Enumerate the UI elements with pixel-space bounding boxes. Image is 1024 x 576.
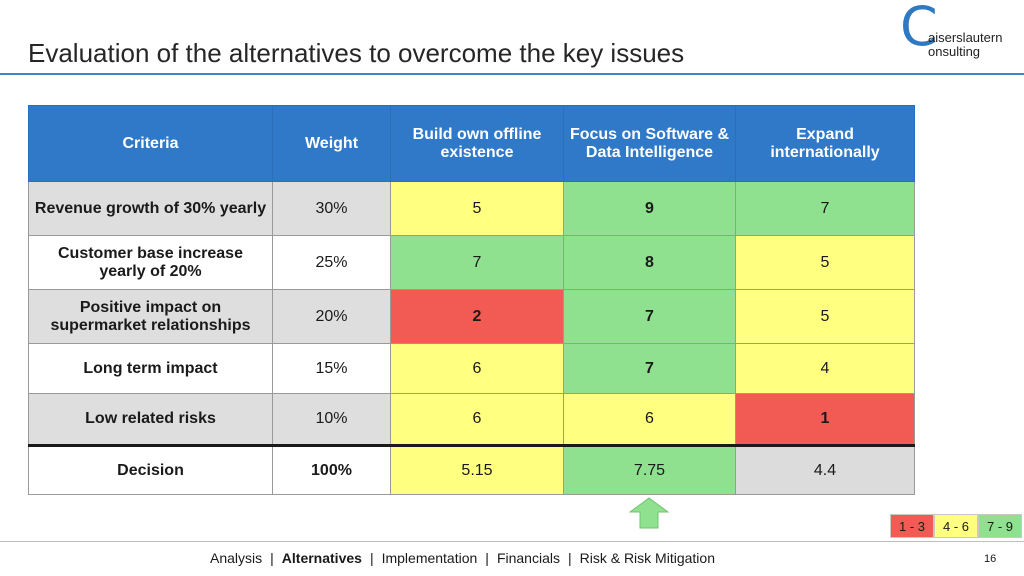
criteria-cell: Customer base increase yearly of 20% [28, 235, 273, 290]
criteria-cell: Low related risks [28, 393, 273, 446]
nav-separator: | [567, 550, 572, 566]
weight-cell: 10% [272, 393, 391, 446]
score-cell: 8 [563, 235, 736, 290]
weight-cell: 20% [272, 289, 391, 344]
nav-financials[interactable]: Financials [496, 550, 560, 566]
evaluation-table: Criteria Weight Build own offline existe… [28, 105, 915, 495]
score-cell: 6 [390, 393, 564, 446]
column-header-weight: Weight [272, 105, 391, 182]
nav-separator: | [270, 550, 274, 566]
column-header-build-offline: Build own offline existence [390, 105, 564, 182]
legend-low: 1 - 3 [890, 514, 934, 538]
table-row: Long term impact 15% 6 7 4 [28, 343, 915, 394]
decision-row: Decision 100% 5.15 7.75 4.4 [28, 444, 915, 495]
score-cell: 7 [563, 289, 736, 344]
nav-separator: | [485, 550, 489, 566]
weight-cell: 15% [272, 343, 391, 394]
page-title: Evaluation of the alternatives to overco… [28, 38, 685, 68]
score-cell: 6 [390, 343, 564, 394]
column-header-criteria: Criteria [28, 105, 273, 182]
score-legend: 1 - 3 4 - 6 7 - 9 [890, 514, 1022, 538]
score-cell: 5 [735, 235, 915, 290]
decision-score: 5.15 [390, 444, 564, 495]
nav-implementation[interactable]: Implementation [381, 550, 478, 566]
score-cell: 1 [735, 393, 915, 446]
column-header-expand-international: Expand internationally [735, 105, 915, 182]
page-number: 16 [984, 553, 997, 565]
score-cell: 4 [735, 343, 915, 394]
title-divider [0, 73, 1024, 75]
score-cell: 9 [563, 181, 736, 236]
up-arrow-icon [629, 497, 669, 529]
weight-cell: 25% [272, 235, 391, 290]
criteria-cell: Positive impact on supermarket relations… [28, 289, 273, 344]
footer-navigation: Analysis | Alternatives | Implementation | Fin… [210, 550, 715, 566]
score-cell: 7 [390, 235, 564, 290]
company-logo: C aiserslautern onsulting [900, 0, 1018, 60]
nav-separator: | [369, 550, 374, 566]
criteria-cell: Revenue growth of 30% yearly [28, 181, 273, 236]
logo-line-2: onsulting [928, 44, 981, 59]
decision-score: 7.75 [563, 444, 736, 495]
score-cell: 5 [390, 181, 564, 236]
decision-label: Decision [28, 444, 273, 495]
logo-letter: C [900, 0, 938, 58]
table-row: Low related risks 10% 6 6 1 [28, 393, 915, 446]
nav-risk-mitigation[interactable]: Risk & Risk Mitigation [579, 550, 715, 566]
score-cell: 7 [563, 343, 736, 394]
decision-score: 4.4 [735, 444, 915, 495]
score-cell: 2 [390, 289, 564, 344]
score-cell: 7 [735, 181, 915, 236]
decision-weight: 100% [272, 444, 391, 495]
table-row: Revenue growth of 30% yearly 30% 5 9 7 [28, 181, 915, 236]
nav-alternatives[interactable]: Alternatives [281, 550, 362, 566]
weight-cell: 30% [272, 181, 391, 236]
column-header-software-data: Focus on Software & Data Intelligence [563, 105, 736, 182]
criteria-cell: Long term impact [28, 343, 273, 394]
legend-mid: 4 - 6 [934, 514, 978, 538]
footer-divider [0, 541, 1024, 542]
score-cell: 6 [563, 393, 736, 446]
logo-line-1: aiserslautern [928, 30, 1003, 45]
table-header-row: Criteria Weight Build own offline existe… [28, 105, 915, 182]
table-row: Customer base increase yearly of 20% 25%… [28, 235, 915, 290]
table-row: Positive impact on supermarket relations… [28, 289, 915, 344]
nav-analysis[interactable]: Analysis [210, 550, 263, 566]
legend-high: 7 - 9 [978, 514, 1022, 538]
score-cell: 5 [735, 289, 915, 344]
